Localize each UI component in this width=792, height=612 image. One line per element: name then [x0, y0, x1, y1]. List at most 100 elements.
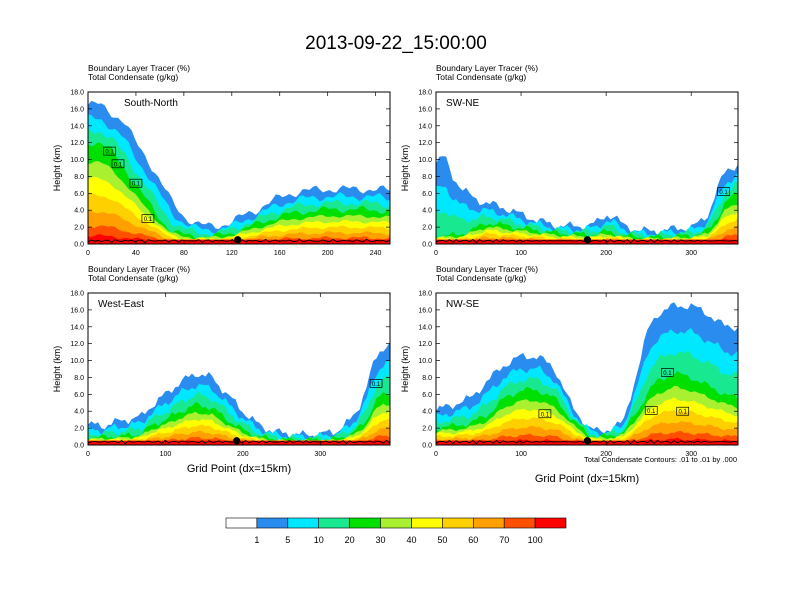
y-axis-label: Height (km): [400, 346, 410, 393]
x-tick-label: 160: [274, 250, 286, 257]
contour-label-box-3: [141, 214, 155, 224]
y-tick-label: 14.0: [70, 123, 84, 130]
panel-3: Boundary Layer Tracer (%)Total Condensat…: [400, 264, 739, 458]
panel-header-tracer: Boundary Layer Tracer (%): [88, 63, 190, 73]
x-tick-label: 200: [322, 250, 334, 257]
x-tick-label: 0: [86, 250, 90, 257]
location-marker: [233, 437, 241, 445]
legend-swatch-1: [256, 517, 289, 529]
contour-label-box-0: [538, 409, 552, 419]
main-title: 2013-09-22_15:00:00: [305, 33, 487, 54]
x-axis-label-right: Grid Point (dx=15km): [535, 473, 639, 485]
y-axis-label: Height (km): [400, 145, 410, 192]
x-tick-label: 120: [226, 250, 238, 257]
contour-label-box-2: [661, 368, 674, 377]
legend-swatch-9: [503, 517, 536, 529]
x-tick-label: 0: [86, 451, 90, 458]
tracer-field: 0.10.10.10.1: [88, 100, 390, 244]
tracer-band-6: [88, 193, 390, 244]
x-tick-label: 100: [515, 250, 527, 257]
y-tick-label: 8.0: [74, 375, 84, 382]
contour-label-box-3: [676, 406, 690, 416]
x-tick-label: 0: [434, 451, 438, 458]
y-tick-label: 4.0: [74, 208, 84, 215]
x-tick-label: 300: [685, 451, 697, 458]
y-tick-label: 10.0: [70, 358, 84, 365]
panel-1: Boundary Layer Tracer (%)Total Condensat…: [400, 63, 739, 257]
plot-frame: [435, 91, 739, 245]
legend-swatch-3: [318, 517, 350, 529]
contour-label-box-2: [129, 178, 143, 188]
y-tick-label: 10.0: [418, 358, 432, 365]
legend-label-3: 20: [345, 535, 355, 545]
y-tick-label: 2.0: [422, 225, 432, 232]
legend-label-0: 1: [254, 535, 259, 545]
contour-label-1: 0.1: [647, 409, 656, 415]
y-tick-label: 8.0: [422, 375, 432, 382]
y-tick-label: 18.0: [418, 291, 432, 298]
plot-frame: [87, 292, 391, 446]
y-tick-label: 0.0: [74, 242, 84, 249]
contour-label-box-1: [644, 406, 658, 415]
x-tick-label: 240: [370, 250, 382, 257]
panel-header-tracer: Boundary Layer Tracer (%): [436, 63, 538, 73]
contour-label-2: 0.1: [663, 371, 672, 377]
panel-label: SW-NE: [446, 98, 479, 109]
legend-swatch-7: [442, 517, 474, 529]
panel-label: West-East: [98, 299, 144, 310]
legend-label-4: 30: [375, 535, 385, 545]
panel-header-condensate: Total Condensate (g/kg): [88, 72, 178, 82]
panel-header-condensate: Total Condensate (g/kg): [436, 273, 526, 283]
panel-header-condensate: Total Condensate (g/kg): [436, 72, 526, 82]
panel-0: Boundary Layer Tracer (%)Total Condensat…: [52, 63, 391, 257]
y-tick-label: 14.0: [418, 123, 432, 130]
y-axis-label: Height (km): [52, 346, 62, 393]
tracer-band-7: [88, 210, 390, 244]
contour-label-0: 0.1: [719, 190, 728, 196]
panel-header-condensate: Total Condensate (g/kg): [88, 273, 178, 283]
y-tick-label: 16.0: [70, 307, 84, 314]
contour-label-1: 0.1: [114, 162, 123, 168]
y-tick-label: 18.0: [70, 90, 84, 97]
legend-swatch-4: [349, 517, 381, 529]
panel-header-tracer: Boundary Layer Tracer (%): [88, 264, 190, 274]
y-tick-label: 8.0: [74, 174, 84, 181]
legend-swatch-5: [380, 517, 412, 529]
plot-frame: [87, 91, 391, 245]
legend-label-5: 40: [406, 535, 416, 545]
location-marker: [583, 236, 592, 244]
contour-label-0: 0.1: [541, 412, 550, 418]
y-tick-label: 0.0: [74, 443, 84, 450]
panel-label: NW-SE: [446, 299, 479, 310]
legend-swatch-8: [472, 517, 505, 529]
y-tick-label: 6.0: [74, 191, 84, 198]
y-tick-label: 8.0: [422, 174, 432, 181]
legend-label-1: 5: [285, 535, 290, 545]
tracer-band-3: [436, 192, 738, 244]
y-tick-label: 2.0: [74, 426, 84, 433]
y-tick-label: 4.0: [74, 409, 84, 416]
y-tick-label: 6.0: [74, 392, 84, 399]
x-tick-label: 200: [600, 451, 612, 458]
x-tick-label: 0: [434, 250, 438, 257]
contour-label-box-0: [717, 187, 730, 196]
legend-swatch-0: [225, 517, 258, 529]
legend-swatch-10: [534, 517, 567, 529]
legend-label-2: 10: [314, 535, 324, 545]
y-tick-label: 16.0: [70, 106, 84, 113]
y-tick-label: 12.0: [418, 341, 432, 348]
x-tick-label: 100: [160, 451, 172, 458]
plot-frame: [435, 292, 739, 446]
y-tick-label: 2.0: [422, 426, 432, 433]
y-tick-label: 16.0: [418, 307, 432, 314]
y-tick-label: 18.0: [418, 90, 432, 97]
y-tick-label: 0.0: [422, 242, 432, 249]
tracer-band-5: [88, 176, 390, 244]
panel-header-tracer: Boundary Layer Tracer (%): [436, 264, 538, 274]
contour-label-0: 0.1: [105, 150, 114, 156]
panels: Boundary Layer Tracer (%)Total Condensat…: [52, 63, 739, 458]
x-tick-label: 200: [237, 451, 249, 458]
legend-label-9: 100: [528, 535, 543, 545]
contour-label-box-0: [103, 146, 116, 156]
